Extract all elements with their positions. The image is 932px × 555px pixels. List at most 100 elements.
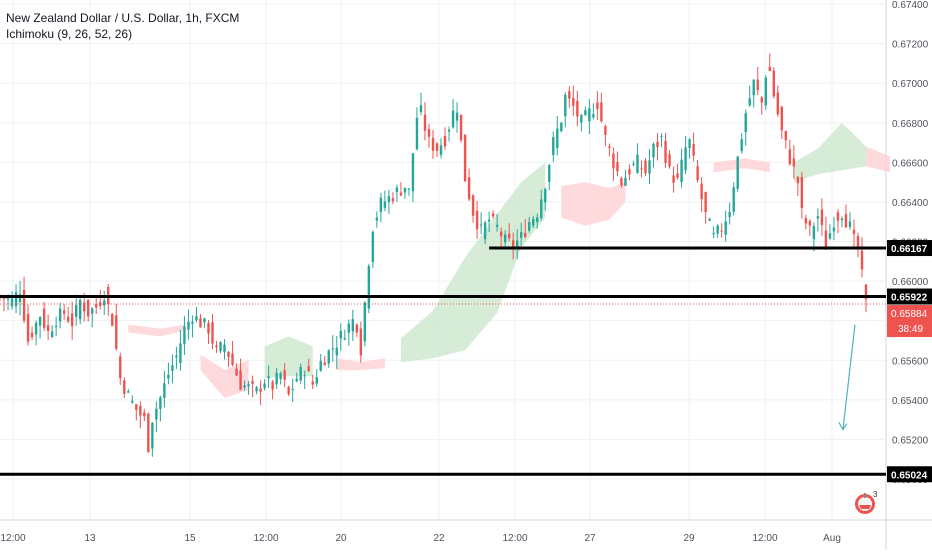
candle[interactable] [632, 163, 635, 165]
candle[interactable] [596, 102, 599, 109]
candle[interactable] [692, 144, 695, 156]
candle[interactable] [143, 412, 146, 417]
candle[interactable] [812, 226, 816, 240]
candle[interactable] [14, 292, 18, 307]
candle[interactable] [207, 323, 210, 334]
candle[interactable] [848, 221, 852, 227]
candle[interactable] [367, 265, 371, 309]
candle[interactable] [235, 368, 238, 376]
candle[interactable] [91, 308, 94, 314]
candle[interactable] [183, 326, 186, 345]
candle[interactable] [524, 232, 527, 237]
candle[interactable] [195, 316, 198, 321]
candle[interactable] [672, 175, 675, 183]
candle[interactable] [644, 160, 647, 174]
candle[interactable] [423, 114, 427, 131]
candle[interactable] [544, 188, 547, 203]
indicator-label[interactable]: Ichimoku (9, 26, 52, 26) [6, 27, 133, 41]
candle[interactable] [536, 217, 539, 223]
candle[interactable] [588, 108, 591, 122]
candle[interactable] [616, 162, 619, 172]
candle[interactable] [263, 383, 266, 389]
candle[interactable] [66, 316, 70, 322]
candle[interactable] [499, 231, 503, 237]
candle[interactable] [231, 353, 234, 365]
candle[interactable] [26, 313, 30, 342]
candle[interactable] [139, 405, 142, 416]
candle[interactable] [42, 308, 46, 328]
candle[interactable] [151, 422, 154, 449]
candle[interactable] [327, 350, 330, 364]
candle[interactable] [552, 137, 555, 156]
candle[interactable] [191, 321, 194, 324]
candle[interactable] [115, 315, 118, 349]
candle[interactable] [636, 154, 639, 173]
candle[interactable] [343, 338, 346, 340]
candle[interactable] [351, 319, 355, 332]
candle[interactable] [792, 158, 796, 167]
candle[interactable] [123, 380, 126, 394]
candle[interactable] [463, 134, 467, 182]
candle[interactable] [167, 374, 170, 379]
candle[interactable] [82, 302, 86, 312]
candle[interactable] [411, 153, 415, 192]
candle[interactable] [70, 313, 74, 327]
candle[interactable] [179, 343, 182, 364]
candle[interactable] [355, 324, 359, 333]
candle[interactable] [99, 302, 102, 306]
candle[interactable] [592, 114, 595, 118]
candle[interactable] [58, 308, 62, 322]
candle[interactable] [407, 188, 411, 190]
candle[interactable] [800, 177, 804, 208]
candle[interactable] [572, 97, 575, 106]
candle[interactable] [483, 222, 487, 240]
candle[interactable] [211, 322, 214, 344]
candle[interactable] [147, 413, 150, 453]
candle[interactable] [74, 305, 78, 317]
candle[interactable] [612, 153, 615, 169]
candle[interactable] [395, 187, 399, 192]
candle[interactable] [604, 126, 607, 135]
candle[interactable] [479, 224, 483, 226]
candle[interactable] [155, 408, 158, 420]
candle[interactable] [776, 92, 779, 115]
candle[interactable] [291, 388, 294, 390]
candle[interactable] [267, 376, 270, 379]
candle[interactable] [391, 198, 395, 202]
candle[interactable] [251, 380, 254, 384]
candle[interactable] [259, 388, 262, 392]
candle[interactable] [459, 114, 463, 141]
candle[interactable] [660, 135, 663, 137]
candle[interactable] [227, 351, 230, 357]
candle[interactable] [22, 289, 26, 321]
candle[interactable] [431, 137, 435, 151]
candle[interactable] [624, 177, 627, 186]
candle[interactable] [796, 177, 800, 184]
candle[interactable] [34, 322, 38, 335]
candle[interactable] [247, 384, 250, 387]
candle[interactable] [768, 66, 771, 72]
candle[interactable] [175, 355, 178, 358]
tradingview-logo-icon[interactable]: 3 [853, 489, 879, 515]
candle[interactable] [836, 212, 840, 221]
candle[interactable] [331, 348, 334, 350]
candle[interactable] [307, 366, 310, 372]
candle[interactable] [568, 91, 571, 99]
candle[interactable] [283, 370, 286, 380]
candle[interactable] [455, 112, 459, 121]
candle[interactable] [315, 377, 318, 384]
candle[interactable] [556, 128, 559, 149]
candle[interactable] [600, 102, 603, 122]
candle[interactable] [503, 234, 507, 243]
candle[interactable] [347, 323, 351, 333]
candle[interactable] [131, 400, 134, 403]
candle[interactable] [435, 143, 439, 151]
candle[interactable] [520, 232, 523, 238]
candle[interactable] [427, 129, 431, 137]
candle[interactable] [54, 325, 58, 328]
candle[interactable] [712, 232, 715, 235]
candle[interactable] [752, 79, 755, 96]
candle[interactable] [111, 314, 114, 326]
